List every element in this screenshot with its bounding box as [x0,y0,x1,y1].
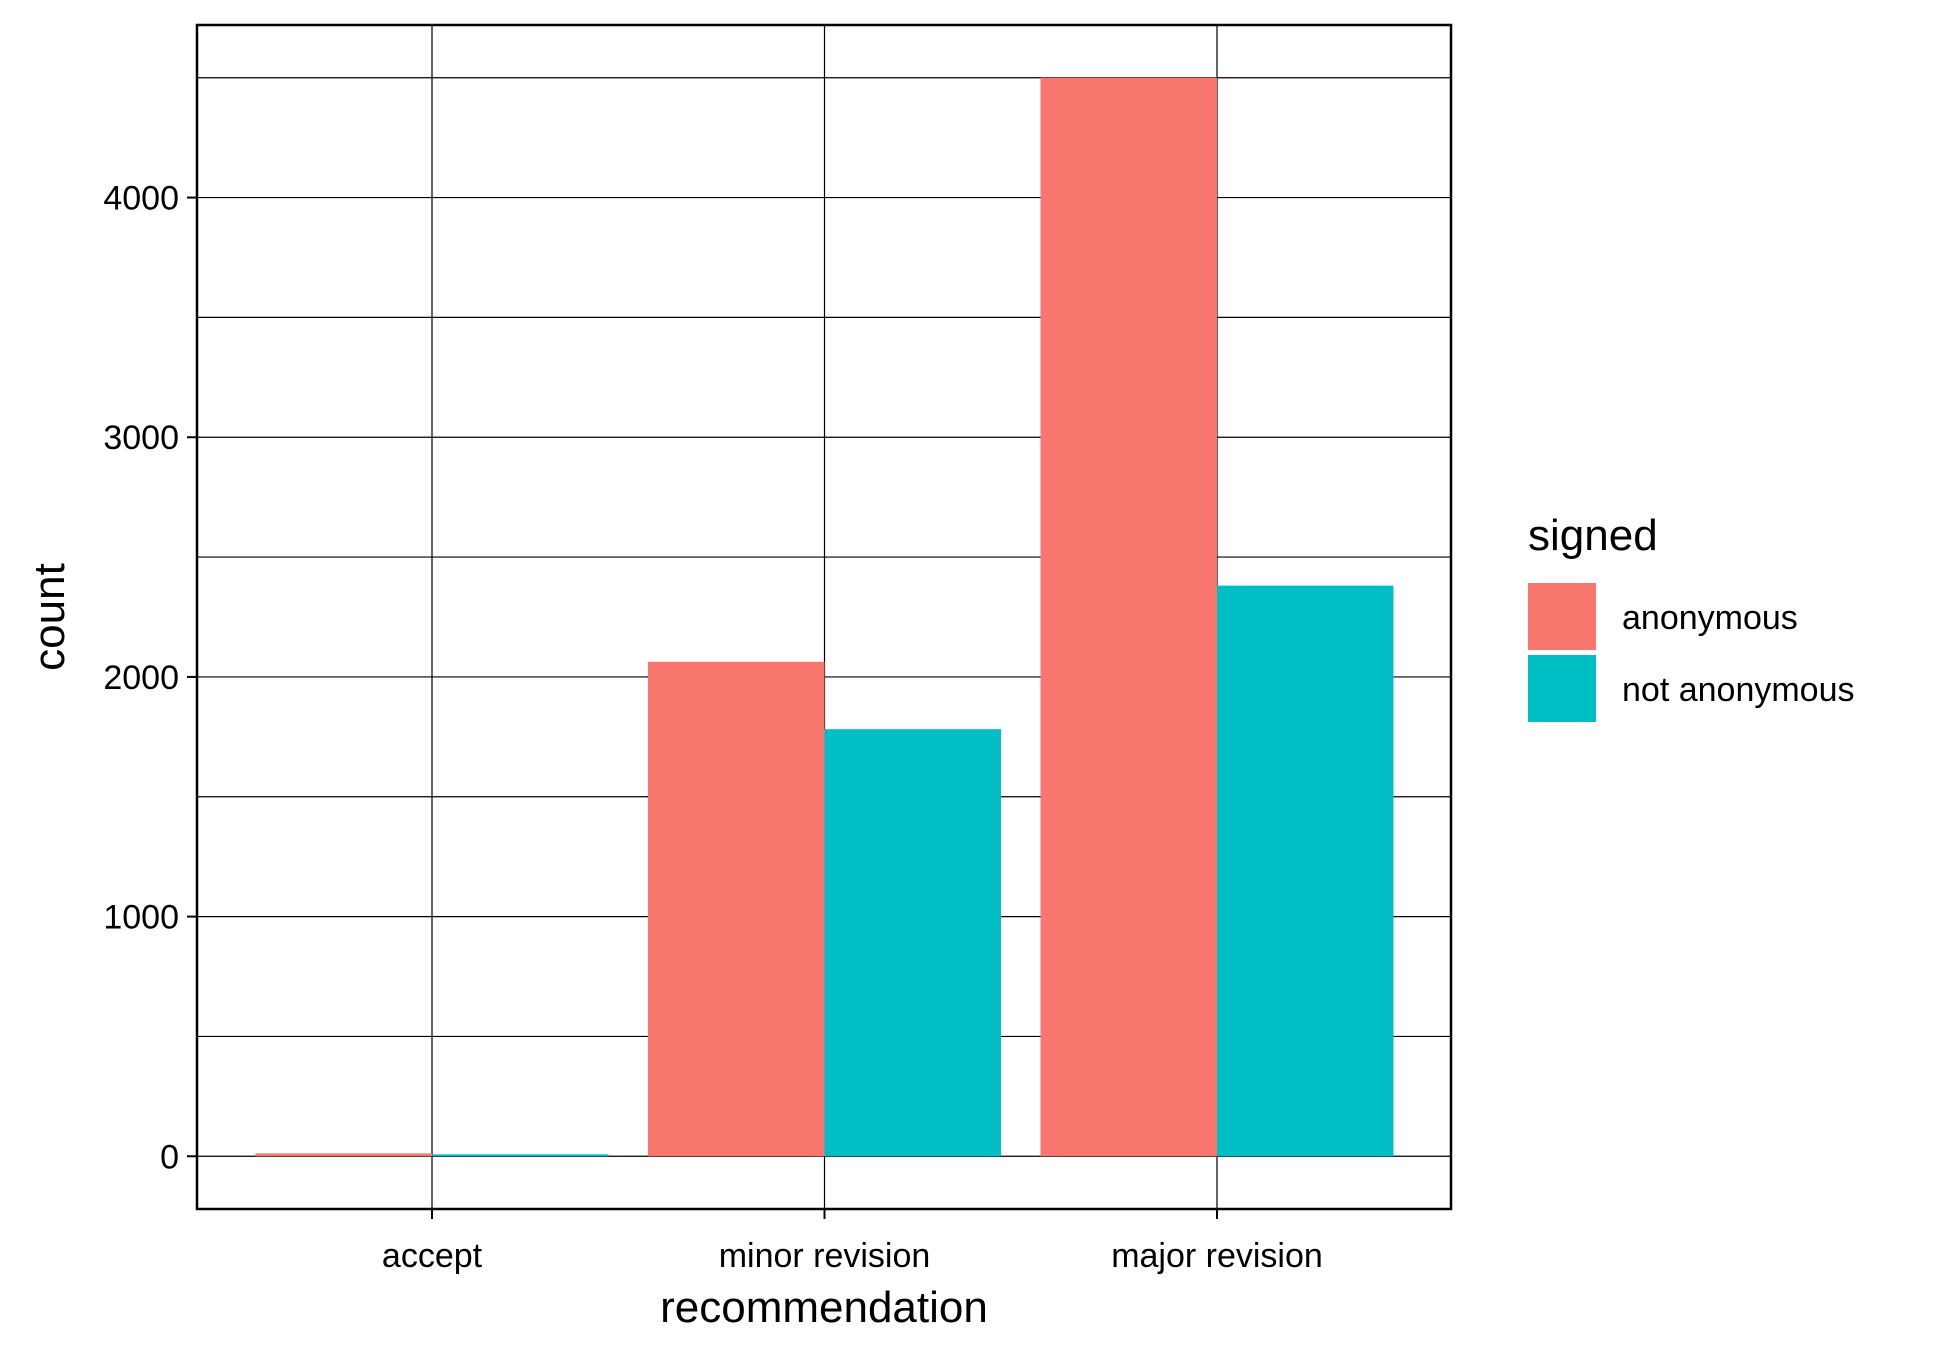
legend-swatch-anonymous [1528,583,1596,650]
y-tick-label: 3000 [103,419,179,457]
bar-not-anonymous-minor-revision [824,729,1001,1157]
legend: signed anonymous not anonymous [1528,511,1855,722]
legend-label-not-anonymous: not anonymous [1622,671,1855,709]
y-axis: 0 1000 2000 3000 4000 [103,180,197,1176]
x-tick-label: minor revision [719,1237,931,1275]
x-tick-label: accept [382,1237,483,1275]
bar-anonymous-minor-revision [648,661,825,1157]
x-tick-label: major revision [1111,1237,1323,1275]
y-tick-label: 1000 [103,899,179,937]
bar-anonymous-major-revision [1040,77,1217,1157]
y-tick-label: 0 [160,1138,179,1176]
x-axis-title: recommendation [660,1283,988,1332]
bars [255,77,1394,1157]
bar-not-anonymous-major-revision [1217,585,1394,1157]
bar-not-anonymous-accept [432,1154,609,1157]
legend-label-anonymous: anonymous [1622,599,1798,637]
legend-swatch-not-anonymous [1528,655,1596,722]
y-axis-title: count [25,563,74,671]
x-axis: accept minor revision major revision [382,1209,1323,1275]
bar-anonymous-accept [255,1153,432,1157]
legend-title: signed [1528,511,1658,560]
y-tick-label: 4000 [103,180,179,218]
y-tick-label: 2000 [103,659,179,697]
